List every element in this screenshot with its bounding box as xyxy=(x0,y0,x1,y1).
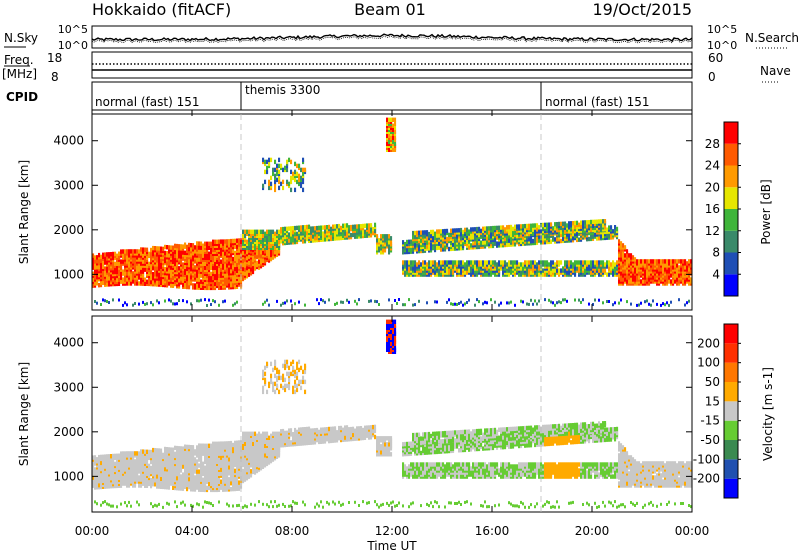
cpid-segment-3: normal (fast) 151 xyxy=(545,95,649,109)
velocity-colorbar-tick: -15 xyxy=(700,414,720,428)
power-colorbar-swatch xyxy=(724,230,738,253)
freq-left-label-1: Freq. xyxy=(4,53,34,67)
power-colorbar-swatch xyxy=(724,209,738,231)
velocity-colorbar-swatch xyxy=(724,420,738,440)
velocity-ytick-4000: 4000 xyxy=(53,336,84,350)
velocity-colorbar-tick: 15 xyxy=(705,394,720,408)
power-colorbar-tick: 4 xyxy=(712,267,720,281)
velocity-colorbar-tick: 50 xyxy=(705,375,720,389)
velocity-colorbar-tick: 100 xyxy=(697,356,720,370)
freq-tick-bottom: 8 xyxy=(51,70,59,84)
velocity-colorbar-swatch xyxy=(724,362,738,382)
time-tick-4: 16:00 xyxy=(475,524,510,538)
velocity-ytick-1000: 1000 xyxy=(53,469,84,483)
power-ytick-1000: 1000 xyxy=(53,267,84,281)
velocity-ytick-2000: 2000 xyxy=(53,425,84,439)
power-colorbar-tick: 28 xyxy=(705,137,720,151)
velocity-colorbar-swatch xyxy=(724,382,738,402)
power-colorbar-swatch xyxy=(724,274,738,296)
cpid-label: CPID xyxy=(6,90,38,104)
velocity-colorbar-tick: -50 xyxy=(700,433,720,447)
noise-panel: N.Sky 10^5 10^0 10^5 10^0 N.Search xyxy=(4,23,799,52)
freq-left-label-2: [MHz] xyxy=(2,67,37,81)
cpid-segment-2: themis 3300 xyxy=(245,83,320,97)
velocity-ytick-3000: 3000 xyxy=(53,380,84,394)
noise-left-label: N.Sky xyxy=(4,31,38,45)
station-title: Hokkaido (fitACF) xyxy=(92,0,231,19)
cpid-segment-1: normal (fast) 151 xyxy=(95,95,199,109)
time-tick-1: 04:00 xyxy=(175,524,210,538)
velocity-colorbar: 200 100 50 15 -15 -50 -100 -200 xyxy=(693,323,741,499)
time-axis: 00:00 04:00 08:00 12:00 16:00 20:00 00:00 xyxy=(75,110,710,538)
freq-panel: Freq. [MHz] 18 8 60 0 Nave xyxy=(2,51,791,84)
velocity-colorbar-tick: -100 xyxy=(693,452,720,466)
time-tick-6: 00:00 xyxy=(675,524,710,538)
noise-search-line xyxy=(91,35,693,44)
cpid-panel: CPID normal (fast) 151 themis 3300 norma… xyxy=(6,81,693,111)
power-ytick-4000: 4000 xyxy=(53,134,84,148)
power-colorbar-tick: 12 xyxy=(705,224,720,238)
noise-sky-line xyxy=(91,33,693,42)
power-colorbar-swatch xyxy=(724,122,738,144)
freq-tick-top: 18 xyxy=(47,51,62,65)
noise-tick-top-right: 10^5 xyxy=(707,23,737,36)
power-colorbar-label: Power [dB] xyxy=(759,179,773,244)
noise-tick-top-left: 10^5 xyxy=(58,23,88,36)
velocity-colorbar-swatch xyxy=(724,324,738,344)
power-panel: 1000 2000 3000 4000 Slant Range [km] 4 8 12 16… xyxy=(17,113,773,311)
velocity-colorbar-tick: 200 xyxy=(697,336,720,350)
noise-tick-bottom-left: 10^0 xyxy=(58,39,88,52)
power-colorbar-tick: 20 xyxy=(705,180,720,194)
power-colorbar-tick: 24 xyxy=(705,159,720,173)
velocity-colorbar-tick: -200 xyxy=(693,472,720,486)
power-colorbar-swatch xyxy=(724,187,738,209)
nave-tick-bottom: 0 xyxy=(708,70,716,84)
nave-tick-top: 60 xyxy=(708,51,723,65)
power-colorbar-tick: 8 xyxy=(712,246,720,260)
power-ytick-2000: 2000 xyxy=(53,223,84,237)
power-colorbar-tick: 16 xyxy=(705,202,720,216)
time-tick-2: 08:00 xyxy=(275,524,310,538)
time-tick-0: 00:00 xyxy=(75,524,110,538)
velocity-ylabel: Slant Range [km] xyxy=(17,362,31,466)
velocity-colorbar-swatch xyxy=(724,440,738,460)
noise-right-label: N.Search xyxy=(745,31,799,45)
power-colorbar-swatch xyxy=(724,165,738,188)
time-tick-5: 20:00 xyxy=(575,524,610,538)
velocity-colorbar-swatch xyxy=(724,478,738,498)
noise-tick-bottom-right: 10^0 xyxy=(707,39,737,52)
time-xlabel: Time UT xyxy=(366,539,417,553)
power-colorbar-swatch xyxy=(724,252,738,275)
velocity-panel: 1000 2000 3000 4000 Slant Range [km] 200 100… xyxy=(17,315,775,513)
power-heatmap-cells xyxy=(92,117,693,307)
power-ytick-3000: 3000 xyxy=(53,178,84,192)
velocity-colorbar-swatch xyxy=(724,459,738,479)
beam-title: Beam 01 xyxy=(354,0,426,19)
time-tick-3: 12:00 xyxy=(375,524,410,538)
velocity-colorbar-swatch xyxy=(724,343,738,363)
power-colorbar: 4 8 12 16 20 24 28 xyxy=(705,121,741,297)
velocity-heatmap-cells xyxy=(92,319,693,509)
date-title: 19/Oct/2015 xyxy=(592,0,692,19)
velocity-colorbar-swatch xyxy=(724,401,738,421)
nave-right-label: Nave xyxy=(760,64,791,78)
power-colorbar-swatch xyxy=(724,143,738,166)
power-ylabel: Slant Range [km] xyxy=(17,160,31,264)
velocity-colorbar-label: Velocity [m s-1] xyxy=(761,367,775,461)
